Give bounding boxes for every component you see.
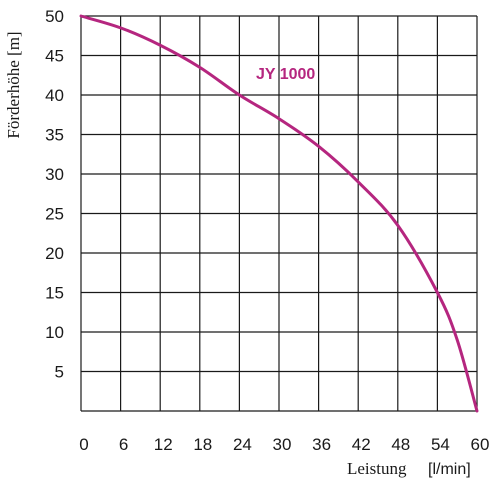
y-tick-label-8: 45 (45, 47, 64, 66)
y-tick-label-9: 50 (45, 7, 64, 26)
x-tick-label-9: 54 (431, 435, 450, 454)
y-tick-labels: 5 10 15 20 25 30 35 40 45 50 (45, 7, 64, 382)
x-tick-label-8: 48 (391, 435, 410, 454)
y-axis-label: Förderhöhe [m] (4, 31, 23, 138)
y-tick-label-1: 10 (45, 323, 64, 342)
x-tick-label-7: 42 (352, 435, 371, 454)
x-tick-label-3: 18 (193, 435, 212, 454)
x-axis-label: Leistung (347, 459, 407, 478)
x-tick-label-2: 12 (154, 435, 173, 454)
x-tick-label-6: 36 (312, 435, 331, 454)
y-tick-label-7: 40 (45, 86, 64, 105)
x-tick-label-5: 30 (273, 435, 292, 454)
y-tick-label-6: 35 (45, 126, 64, 145)
x-tick-label-10: 60 (471, 435, 490, 454)
series-label-jy-1000: JY 1000 (256, 66, 315, 83)
x-tick-labels: 0 6 12 18 24 30 36 42 48 54 60 (79, 435, 489, 454)
x-tick-label-0: 0 (79, 435, 88, 454)
x-axis-unit: [l/min] (428, 461, 471, 478)
x-tick-label-1: 6 (119, 435, 128, 454)
x-tick-label-4: 24 (233, 435, 252, 454)
y-tick-label-3: 20 (45, 244, 64, 263)
grid (80, 15, 478, 412)
y-tick-label-0: 5 (55, 363, 64, 382)
y-tick-label-4: 25 (45, 205, 64, 224)
y-tick-label-5: 30 (45, 165, 64, 184)
series-line-jy-1000 (79, 14, 479, 413)
y-tick-label-2: 15 (45, 284, 64, 303)
